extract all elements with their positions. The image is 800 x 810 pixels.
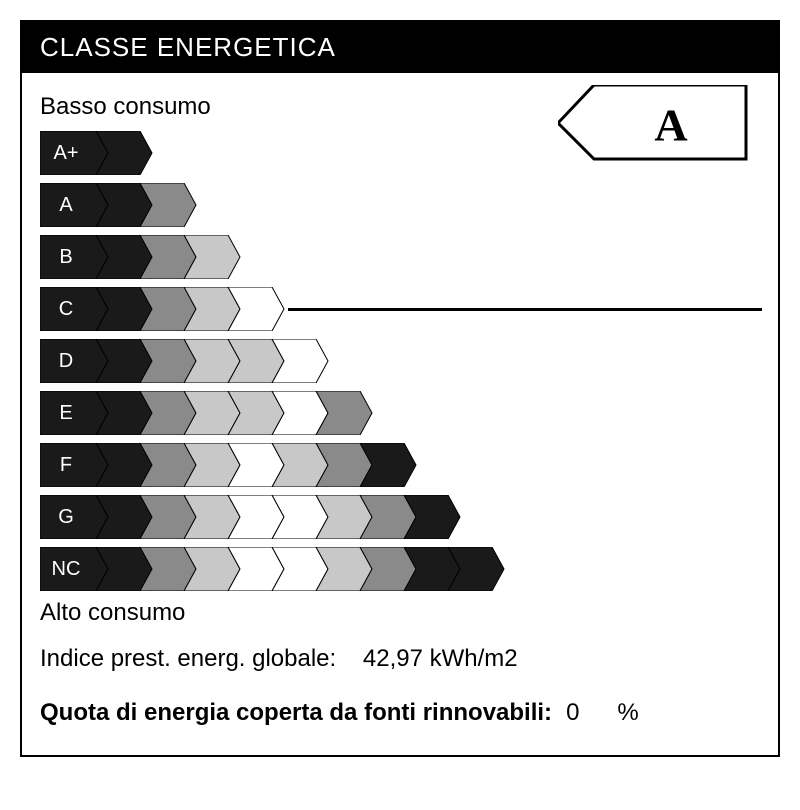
class-label: B bbox=[59, 246, 72, 268]
class-label: D bbox=[59, 350, 73, 372]
class-row: F bbox=[40, 443, 760, 487]
high-consumption-label: Alto consumo bbox=[40, 599, 760, 627]
class-label: C bbox=[59, 298, 73, 320]
renewable-label: Quota di energia coperta da fonti rinnov… bbox=[40, 699, 552, 727]
class-row: G bbox=[40, 495, 760, 539]
class-arrow: B bbox=[40, 235, 244, 279]
class-arrow: A+ bbox=[40, 131, 156, 175]
class-arrow: G bbox=[40, 495, 464, 539]
class-arrow: A bbox=[40, 183, 200, 227]
class-row: NC bbox=[40, 547, 760, 591]
class-label: G bbox=[58, 506, 74, 528]
renewable-value: 0 bbox=[566, 699, 579, 727]
class-rows: A+ A B C D E F G NC bbox=[40, 131, 760, 591]
class-arrow: C bbox=[40, 287, 288, 331]
class-arrow: NC bbox=[40, 547, 508, 591]
index-label: Indice prest. energ. globale: bbox=[40, 645, 336, 672]
rating-badge-shape bbox=[558, 85, 746, 159]
class-label: NC bbox=[52, 558, 81, 580]
energy-label-card: CLASSE ENERGETICA Basso consumo A+ABCDEF… bbox=[20, 20, 780, 757]
class-arrow: D bbox=[40, 339, 332, 383]
index-line: Indice prest. energ. globale: 42,97 kWh/… bbox=[40, 645, 760, 673]
class-row: D bbox=[40, 339, 760, 383]
header-title: CLASSE ENERGETICA bbox=[40, 32, 336, 62]
renewable-line: Quota di energia coperta da fonti rinnov… bbox=[40, 699, 760, 727]
renewable-unit: % bbox=[617, 699, 638, 727]
class-row: A bbox=[40, 183, 760, 227]
class-label: F bbox=[60, 454, 72, 476]
class-arrow: F bbox=[40, 443, 420, 487]
class-row: B bbox=[40, 235, 760, 279]
class-label: A bbox=[59, 194, 73, 216]
rating-badge: A bbox=[558, 85, 748, 161]
class-label: A+ bbox=[53, 142, 78, 164]
index-value: 42,97 kWh/m2 bbox=[363, 645, 518, 672]
class-arrow: E bbox=[40, 391, 376, 435]
class-row: C bbox=[40, 287, 760, 331]
class-row: E bbox=[40, 391, 760, 435]
indicator-line bbox=[288, 308, 762, 311]
card-body: Basso consumo A+ABCDEFGNC A Alto consumo… bbox=[22, 73, 778, 755]
class-label: E bbox=[59, 402, 72, 424]
header-bar: CLASSE ENERGETICA bbox=[22, 22, 778, 73]
rating-letter: A bbox=[654, 100, 687, 151]
